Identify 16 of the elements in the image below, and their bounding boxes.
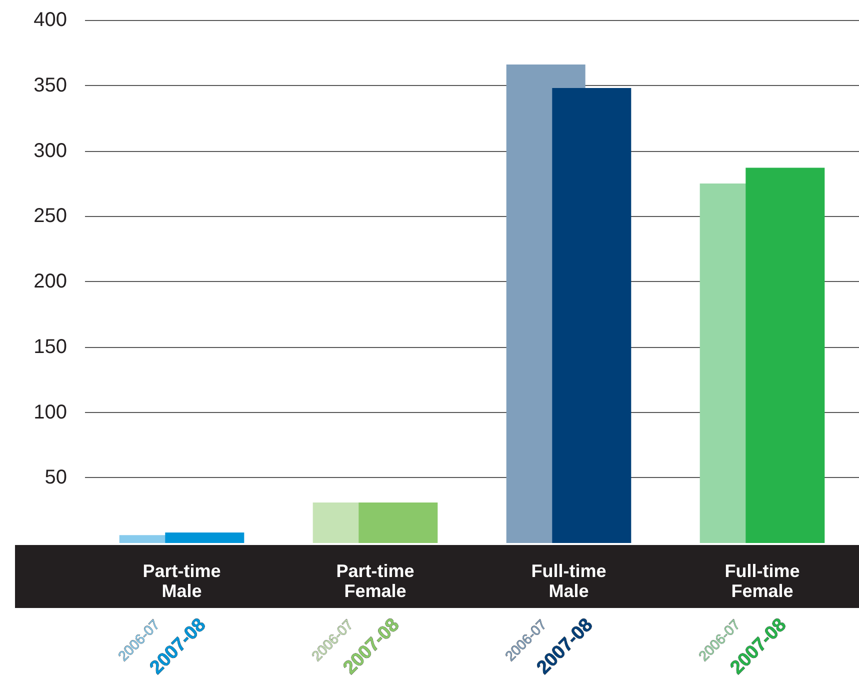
bar	[746, 168, 825, 543]
bar	[165, 532, 244, 543]
bar	[358, 502, 438, 543]
y-tick-label: 350	[34, 74, 67, 96]
y-tick-label: 100	[34, 401, 67, 424]
x-tick-label: Part-time Male	[142, 561, 221, 601]
x-tick-label: Part-time Female	[336, 561, 414, 601]
x-tick-label: Full-time Female	[724, 561, 800, 601]
y-tick-label: 200	[34, 270, 67, 292]
y-tick-label: 250	[34, 205, 67, 228]
bar	[552, 88, 632, 543]
x-tick-label: Full-time Male	[531, 561, 606, 601]
y-tick-label: 150	[34, 336, 67, 358]
y-tick-label: 300	[34, 140, 67, 162]
y-tick-label: 50	[44, 466, 67, 489]
y-tick-label: 400	[34, 9, 67, 31]
